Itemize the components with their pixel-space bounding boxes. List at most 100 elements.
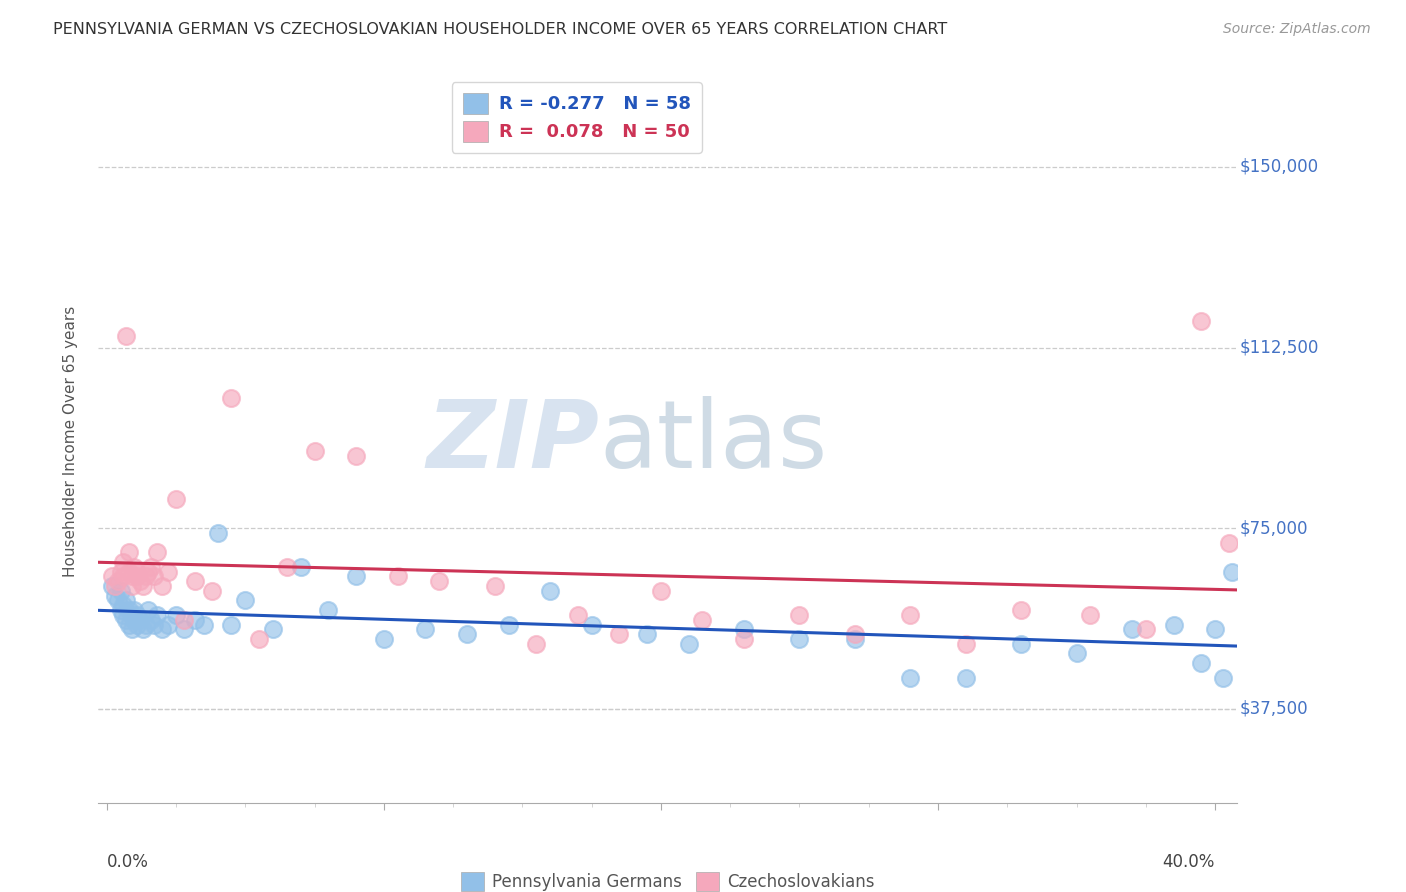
Point	[955, 637, 977, 651]
Point	[115, 613, 138, 627]
Point	[118, 565, 141, 579]
Point	[276, 559, 298, 574]
Point	[1189, 656, 1212, 670]
Point	[145, 545, 167, 559]
Point	[733, 632, 755, 646]
Point	[524, 637, 547, 651]
Text: Source: ZipAtlas.com: Source: ZipAtlas.com	[1223, 22, 1371, 37]
Point	[142, 569, 165, 583]
Text: atlas: atlas	[599, 395, 828, 488]
Point	[636, 627, 658, 641]
Point	[165, 492, 187, 507]
Point	[692, 613, 714, 627]
Point	[844, 627, 866, 641]
Text: $112,500: $112,500	[1240, 339, 1319, 357]
Point	[118, 617, 141, 632]
Point	[247, 632, 270, 646]
Point	[121, 569, 143, 583]
Point	[844, 632, 866, 646]
Point	[118, 603, 141, 617]
Point	[427, 574, 450, 589]
Point	[567, 607, 589, 622]
Point	[135, 569, 157, 583]
Y-axis label: Householder Income Over 65 years: Householder Income Over 65 years	[63, 306, 77, 577]
Point	[110, 583, 132, 598]
Point	[139, 559, 162, 574]
Point	[107, 593, 129, 607]
Point	[898, 607, 921, 622]
Point	[136, 603, 159, 617]
Point	[165, 607, 187, 622]
Point	[101, 569, 124, 583]
Point	[1010, 603, 1032, 617]
Point	[484, 579, 506, 593]
Point	[609, 627, 631, 641]
Point	[207, 526, 229, 541]
Point	[101, 579, 124, 593]
Point	[387, 569, 409, 583]
Point	[581, 617, 603, 632]
Text: $150,000: $150,000	[1240, 158, 1319, 176]
Point	[132, 623, 155, 637]
Point	[110, 565, 132, 579]
Point	[184, 613, 207, 627]
Point	[318, 603, 340, 617]
Point	[115, 593, 138, 607]
Point	[344, 449, 367, 463]
Point	[112, 599, 135, 613]
Point	[104, 579, 127, 593]
Point	[150, 623, 173, 637]
Point	[124, 559, 146, 574]
Point	[304, 444, 326, 458]
Point	[1121, 623, 1143, 637]
Point	[132, 579, 155, 593]
Point	[112, 607, 135, 622]
Point	[221, 617, 243, 632]
Text: 0.0%: 0.0%	[107, 854, 149, 871]
Point	[415, 623, 437, 637]
Point	[898, 671, 921, 685]
Point	[733, 623, 755, 637]
Point	[139, 613, 162, 627]
Point	[115, 328, 138, 343]
Point	[104, 589, 127, 603]
Point	[678, 637, 700, 651]
Point	[373, 632, 395, 646]
Point	[156, 565, 179, 579]
Point	[233, 593, 256, 607]
Text: $37,500: $37,500	[1240, 700, 1308, 718]
Point	[121, 607, 143, 622]
Point	[110, 603, 132, 617]
Point	[1220, 565, 1243, 579]
Point	[150, 579, 173, 593]
Point	[173, 623, 195, 637]
Point	[1204, 623, 1226, 637]
Text: ZIP: ZIP	[426, 395, 599, 488]
Point	[1218, 535, 1240, 549]
Text: $75,000: $75,000	[1240, 519, 1308, 537]
Point	[112, 555, 135, 569]
Point	[1080, 607, 1102, 622]
Point	[173, 613, 195, 627]
Point	[124, 613, 146, 627]
Point	[498, 617, 520, 632]
Point	[124, 603, 146, 617]
Point	[156, 617, 179, 632]
Point	[262, 623, 284, 637]
Point	[221, 391, 243, 405]
Point	[127, 569, 149, 583]
Point	[1010, 637, 1032, 651]
Point	[136, 565, 159, 579]
Point	[1066, 647, 1088, 661]
Point	[789, 607, 811, 622]
Point	[538, 583, 561, 598]
Text: 40.0%: 40.0%	[1163, 854, 1215, 871]
Point	[135, 617, 157, 632]
Point	[127, 617, 149, 632]
Point	[107, 574, 129, 589]
Point	[118, 545, 141, 559]
Point	[121, 623, 143, 637]
Point	[789, 632, 811, 646]
Text: PENNSYLVANIA GERMAN VS CZECHOSLOVAKIAN HOUSEHOLDER INCOME OVER 65 YEARS CORRELAT: PENNSYLVANIA GERMAN VS CZECHOSLOVAKIAN H…	[53, 22, 948, 37]
Point	[127, 565, 149, 579]
